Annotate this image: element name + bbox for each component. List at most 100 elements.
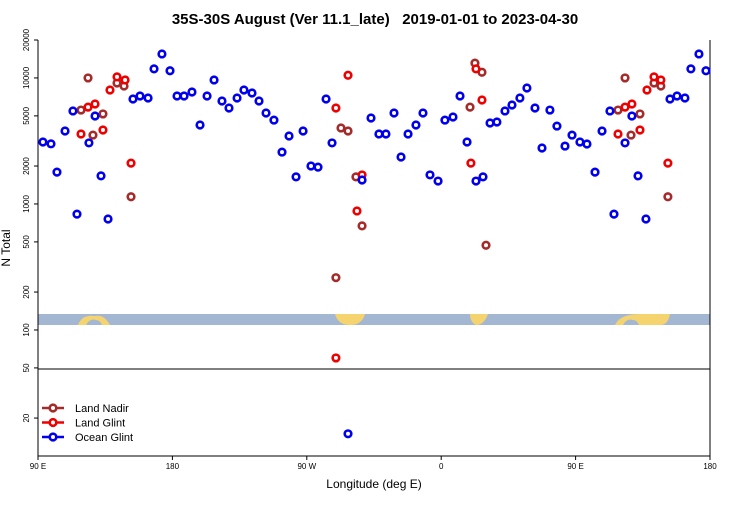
x-tick-label: 0 [439, 462, 444, 471]
point [575, 137, 585, 147]
point [217, 96, 227, 106]
point [195, 120, 205, 130]
point [462, 137, 472, 147]
x-axis-label: Longitude (deg E) [326, 477, 421, 491]
point [552, 121, 562, 131]
y-tick-label: 200 [22, 285, 31, 299]
point [331, 103, 341, 113]
point [105, 85, 115, 95]
point [481, 240, 491, 250]
point [306, 161, 316, 171]
x-tick-label: 90 W [297, 462, 316, 471]
y-tick-label: 5000 [22, 106, 31, 124]
point [157, 49, 167, 59]
point [701, 66, 711, 76]
point [76, 129, 86, 139]
point [620, 73, 630, 83]
point [143, 93, 153, 103]
point [343, 70, 353, 80]
legend-marker [48, 417, 58, 428]
chart-title: 35S-30S August (Ver 11.1_late) 2019-01-0… [172, 11, 578, 28]
point [620, 138, 630, 148]
point [291, 172, 301, 182]
point [313, 162, 323, 172]
point [52, 167, 62, 177]
x-tick-label: 90 E [30, 462, 46, 471]
point [663, 192, 673, 202]
point [663, 158, 673, 168]
point [60, 126, 70, 136]
point [471, 64, 481, 74]
point [680, 93, 690, 103]
point [635, 109, 645, 119]
point [656, 75, 666, 85]
point [455, 91, 465, 101]
point [582, 139, 592, 149]
legend-marker [48, 432, 58, 442]
point [560, 141, 570, 151]
y-tick-label: 20 [22, 413, 31, 422]
point [98, 125, 108, 135]
y-tick-label: 10000 [22, 66, 31, 89]
point [254, 96, 264, 106]
point [440, 115, 450, 125]
point [126, 192, 136, 202]
point [120, 75, 130, 85]
point [90, 99, 100, 109]
point [465, 102, 475, 112]
point [331, 353, 341, 363]
point [433, 176, 443, 186]
point [537, 143, 547, 153]
point [187, 87, 197, 97]
point [352, 206, 362, 216]
y-tick-label: 20000 [22, 28, 31, 51]
point [357, 175, 367, 185]
point [298, 126, 308, 136]
point [239, 85, 249, 95]
point [672, 91, 682, 101]
point [72, 209, 82, 219]
point [284, 131, 294, 141]
point [500, 106, 510, 116]
point [343, 429, 353, 439]
point [88, 130, 98, 140]
point [336, 123, 346, 133]
point [605, 106, 615, 116]
point [411, 120, 421, 130]
y-axis-label: N Total [0, 229, 13, 266]
point [627, 111, 637, 121]
point [179, 91, 189, 101]
point [247, 88, 257, 98]
point [567, 130, 577, 140]
point [277, 147, 287, 157]
point [202, 91, 212, 101]
point [389, 108, 399, 118]
point [613, 129, 623, 139]
point [466, 158, 476, 168]
point [83, 102, 93, 112]
y-tick-label: 2000 [22, 157, 31, 175]
point [609, 209, 619, 219]
point [597, 126, 607, 136]
y-tick-label: 1000 [22, 195, 31, 213]
point [321, 94, 331, 104]
point [471, 176, 481, 186]
point [209, 75, 219, 85]
point [635, 125, 645, 135]
point [165, 66, 175, 76]
point [331, 273, 341, 283]
point [366, 113, 376, 123]
point [224, 103, 234, 113]
point [269, 115, 279, 125]
legend-marker [48, 403, 58, 413]
point [626, 130, 636, 140]
point [327, 138, 337, 148]
point [613, 105, 623, 115]
point [68, 106, 78, 116]
point [381, 129, 391, 139]
point [545, 105, 555, 115]
point [686, 64, 696, 74]
point [478, 172, 488, 182]
point [492, 117, 502, 127]
point [649, 72, 659, 82]
